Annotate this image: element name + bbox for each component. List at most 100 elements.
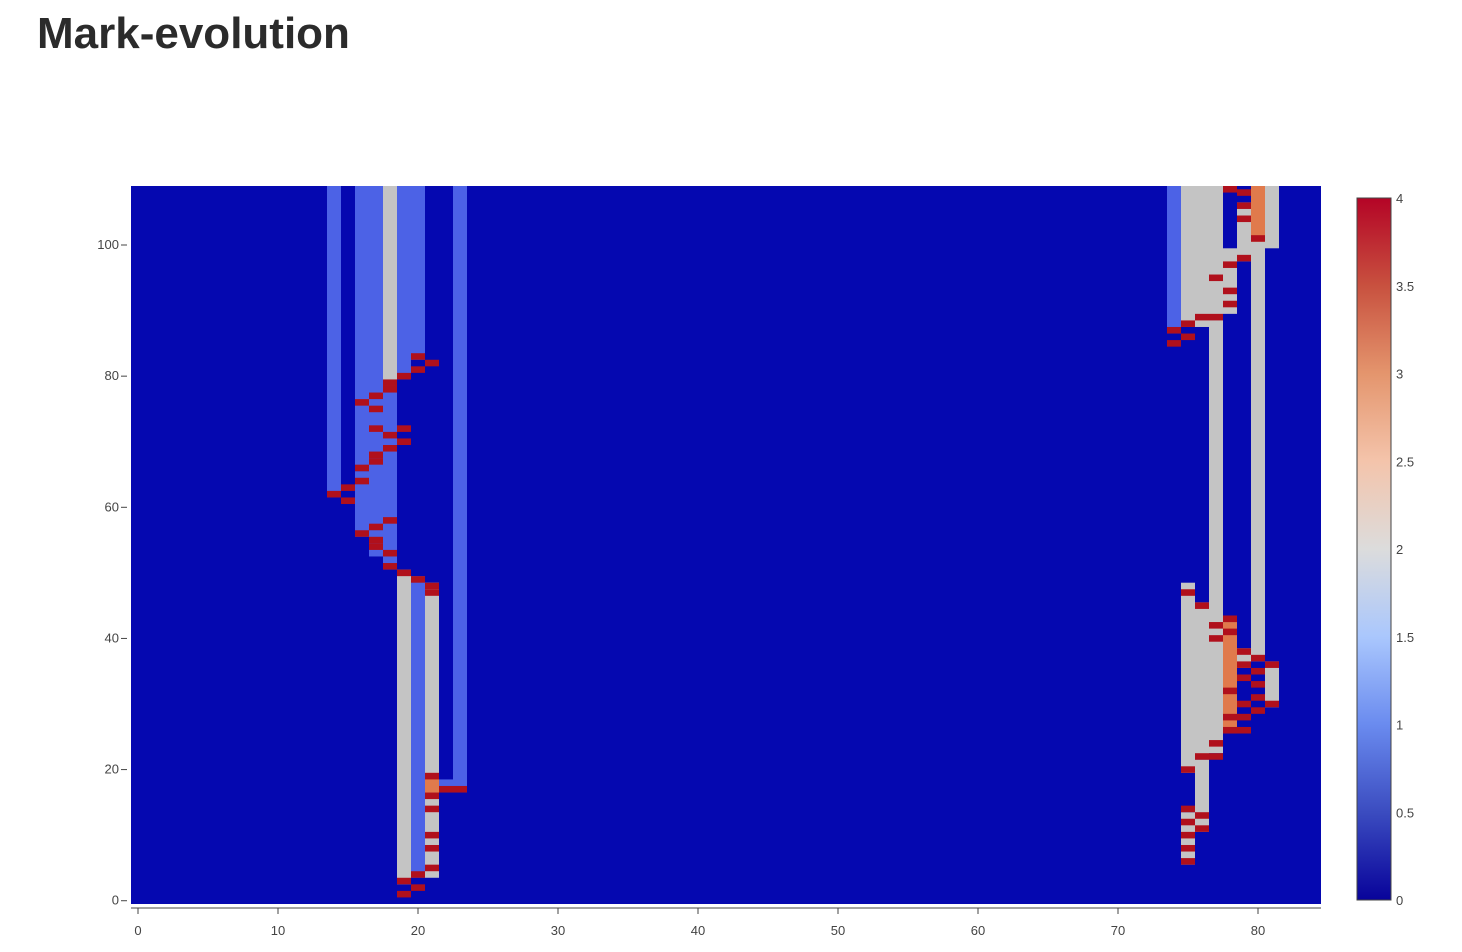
- heatmap-cell: [355, 186, 369, 472]
- heatmap-cell-mark: [1209, 740, 1223, 747]
- page-title: Mark-evolution: [37, 9, 350, 58]
- y-tick-label: 40: [105, 630, 119, 645]
- heatmap-cell-mark: [1265, 661, 1279, 668]
- heatmap-cell-mark: [425, 805, 439, 813]
- heatmap-cell-mark: [383, 563, 397, 570]
- heatmap-cell: [1209, 320, 1223, 629]
- y-tick-label: 0: [112, 893, 119, 908]
- heatmap-cell-mark: [1223, 261, 1237, 268]
- heatmap-cell-mark: [1237, 700, 1251, 708]
- heatmap-cell-mark: [1209, 622, 1223, 629]
- x-tick-label: 20: [411, 923, 425, 938]
- heatmap-cell-mark: [1223, 687, 1237, 695]
- heatmap-cell-mark: [1237, 254, 1251, 262]
- heatmap-cell: [1195, 186, 1209, 327]
- colorbar-tick-label: 2.5: [1396, 454, 1414, 469]
- heatmap-cell: [355, 471, 369, 537]
- heatmap-cell-mark: [1181, 320, 1195, 327]
- heatmap-cell-mark: [383, 517, 397, 524]
- colorbar-tick-label: 4: [1396, 191, 1403, 206]
- heatmap-cell-mark: [1181, 766, 1195, 773]
- heatmap-cell-mark: [1237, 202, 1251, 209]
- heatmap-cell-mark: [1167, 340, 1181, 347]
- heatmap-cell-mark: [355, 477, 369, 485]
- heatmap-cell-mark: [425, 792, 439, 800]
- heatmap-cell-mark: [1167, 326, 1181, 334]
- heatmap-cell: [327, 186, 341, 498]
- colorbar-tick-label: 3: [1396, 367, 1403, 382]
- heatmap-cell-mark: [1251, 681, 1265, 688]
- heatmap-cell: [1265, 661, 1279, 708]
- heatmap-cell-mark: [1223, 287, 1237, 295]
- heatmap-cell-mark: [425, 772, 439, 780]
- colorbar-tick-label: 1.5: [1396, 630, 1414, 645]
- heatmap-cell-mark: [355, 530, 369, 537]
- heatmap-cell-mark: [1223, 713, 1237, 721]
- heatmap-cell-mark: [1181, 805, 1195, 813]
- heatmap-cell-mark: [411, 366, 425, 373]
- heatmap-cell-mark: [369, 458, 383, 465]
- heatmap-cell: [1181, 582, 1195, 773]
- heatmap-cell-mark: [1237, 661, 1251, 668]
- heatmap-cell-mark: [355, 464, 369, 472]
- heatmap-cell-mark: [1209, 635, 1223, 642]
- colorbar-tick-label: 1: [1396, 718, 1403, 733]
- heatmap-cell: [1195, 759, 1209, 832]
- heatmap-cell-mark: [1181, 858, 1195, 865]
- heatmap-cell-mark: [425, 359, 439, 367]
- axes: 0 10 20 30 40 50 60 70 80 0 20 40 60 80 100: [97, 237, 1321, 938]
- heatmap-cell-mark: [1237, 713, 1251, 721]
- heatmap-background: [131, 186, 1321, 904]
- heatmap-cell-mark: [1209, 274, 1223, 282]
- heatmap-cell-mark: [1209, 313, 1223, 321]
- heatmap-cell: [411, 186, 425, 360]
- heatmap-cell-mark: [1195, 313, 1209, 321]
- heatmap-cell-mark: [383, 549, 397, 557]
- heatmap-cell-mark: [1237, 648, 1251, 655]
- heatmap-cell-mark: [355, 399, 369, 406]
- heatmap-cell-mark: [1251, 654, 1265, 662]
- heatmap-cell-mark: [453, 785, 467, 793]
- heatmap-cell-mark: [1251, 707, 1265, 714]
- heatmap-cell-mark: [397, 890, 411, 898]
- heatmap-cell-mark: [397, 569, 411, 577]
- heatmap-cell: [1223, 622, 1237, 734]
- heatmap-cell: [1209, 186, 1223, 321]
- heatmap-cell-mark: [1195, 825, 1209, 832]
- heatmap-cell-mark: [1251, 235, 1265, 242]
- heatmap-cell-mark: [425, 844, 439, 852]
- heatmap-cell-mark: [341, 484, 355, 491]
- heatmap-cell: [1265, 186, 1279, 249]
- heatmap-cell-mark: [425, 589, 439, 596]
- heatmap-cell: [1237, 202, 1251, 262]
- heatmap-cell-mark: [383, 379, 397, 386]
- heatmap-cell-mark: [1181, 818, 1195, 826]
- heatmap-cell: [1167, 186, 1181, 334]
- heatmap-cell-mark: [411, 576, 425, 583]
- heatmap-cell: [1209, 615, 1223, 754]
- heatmap-cell-mark: [1181, 844, 1195, 852]
- heatmap-cell-mark: [383, 445, 397, 452]
- y-tick-label: 100: [97, 237, 119, 252]
- heatmap-cell-mark: [397, 425, 411, 432]
- heatmap-cell-mark: [383, 385, 397, 393]
- heatmap-cell-mark: [1223, 726, 1237, 734]
- heatmap-cell-mark: [439, 785, 453, 793]
- heatmap-cell-mark: [425, 831, 439, 839]
- colorbar-gradient: [1356, 197, 1392, 901]
- plot-area: [131, 186, 1321, 904]
- heatmap-cell-mark: [369, 536, 383, 544]
- heatmap-cell-mark: [1265, 700, 1279, 708]
- heatmap-cell: [425, 582, 439, 878]
- heatmap-cell: [1195, 602, 1209, 760]
- heatmap-cell-mark: [1223, 615, 1237, 623]
- heatmap-cell: [369, 186, 383, 557]
- heatmap-cell-mark: [1209, 753, 1223, 760]
- heatmap-cell-mark: [383, 431, 397, 439]
- heatmap-cell: [1181, 186, 1195, 327]
- heatmap-cell-mark: [397, 438, 411, 446]
- x-tick-label: 70: [1111, 923, 1125, 938]
- heatmap-cell-mark: [1181, 831, 1195, 839]
- x-tick-label: 40: [691, 923, 705, 938]
